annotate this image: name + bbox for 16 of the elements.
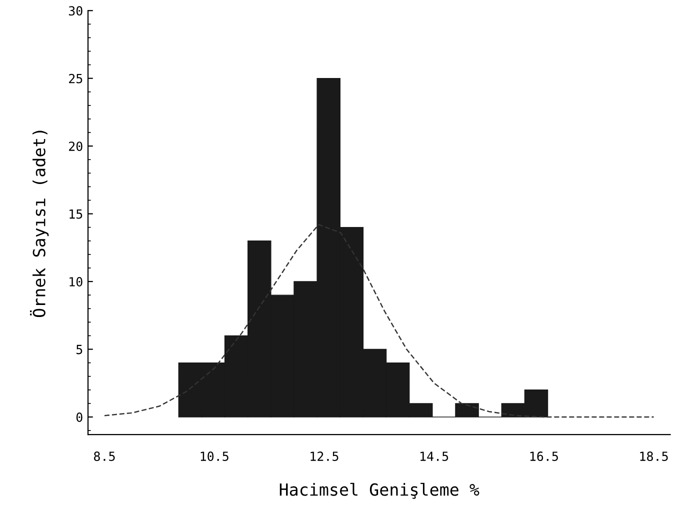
x-tick-label: 18.5	[640, 452, 668, 462]
y-tick-label: 25	[69, 74, 82, 84]
x-tick-label: 12.5	[310, 452, 338, 462]
y-axis-title: Örnek Sayısı (adet)	[30, 130, 49, 317]
y-tick-label: 30	[68, 6, 82, 16]
line-series	[104, 224, 654, 418]
x-axis-title: Hacimsel Genişleme %	[280, 482, 480, 499]
x-tick-label: 8.5	[94, 452, 115, 462]
y-tick-label: 5	[76, 344, 82, 354]
x-tick-label: 16.5	[530, 452, 558, 462]
y-tick-label: 20	[69, 142, 82, 152]
y-tick-label: 10	[70, 277, 82, 286]
x-tick-label: 10.5	[200, 452, 228, 462]
y-tick-label: 0	[76, 412, 82, 422]
y-tick-label: 15	[70, 209, 82, 219]
x-tick-label: 14.5	[420, 452, 448, 462]
